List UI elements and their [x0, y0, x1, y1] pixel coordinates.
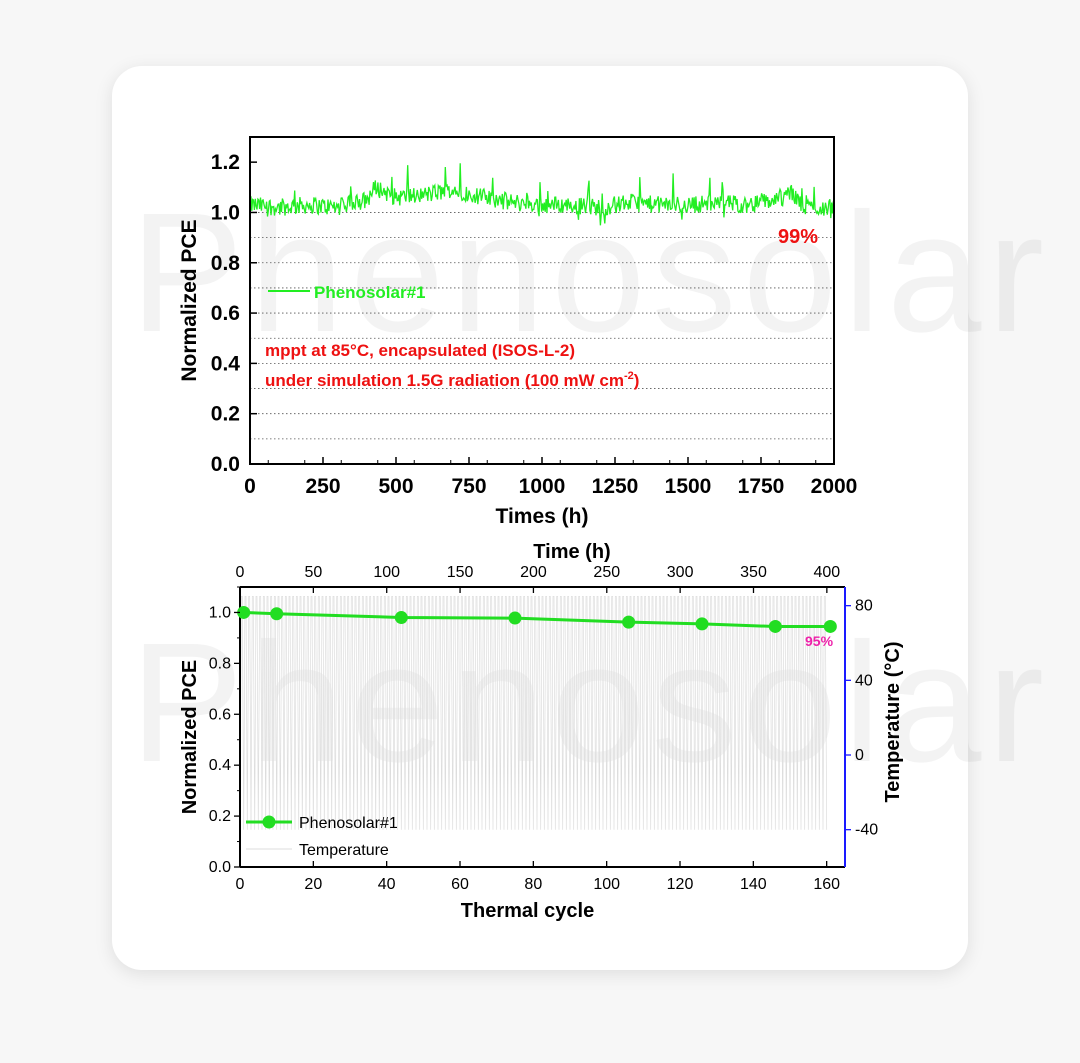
- top-x-tick-label: 400: [813, 564, 840, 581]
- y-axis-label: Normalized PCE: [179, 660, 201, 814]
- final-value-label: 95%: [805, 633, 834, 649]
- right-y-tick-label: 40: [855, 672, 873, 689]
- x-tick-label: 1500: [665, 475, 712, 498]
- y-tick-label: 0.8: [211, 252, 241, 275]
- x-tick-label: 120: [667, 876, 694, 893]
- x-tick-label: 500: [378, 475, 413, 498]
- legend-label-temperature: Temperature: [299, 842, 389, 859]
- x-tick-label: 40: [378, 876, 396, 893]
- top-x-tick-label: 0: [236, 564, 245, 581]
- y-tick-label: 0.4: [209, 757, 231, 774]
- pce-vs-time-chart: 0 250 500 750 1000 1250 1500 1750 2000 0.0 0.2 0.4 0…: [178, 136, 858, 528]
- legend-label-phenosolar1: Phenosolar#1: [299, 815, 398, 832]
- data-point-phenosolar1: [622, 615, 636, 629]
- y-tick-label: 0.4: [211, 352, 241, 375]
- x-tick-label: 1250: [592, 475, 639, 498]
- x-tick-label: 250: [305, 475, 340, 498]
- x-tick-label: 100: [593, 876, 620, 893]
- series-line-temperature: [239, 595, 828, 830]
- y-tick-label: 0.2: [211, 403, 240, 426]
- top-x-tick-label: 200: [520, 564, 547, 581]
- right-y-tick-label: 0: [855, 747, 864, 764]
- y-tick-label: 0.8: [209, 655, 231, 672]
- y-tick-label: 1.2: [211, 151, 240, 174]
- top-x-tick-label: 300: [667, 564, 694, 581]
- top-x-tick-label: 150: [447, 564, 474, 581]
- y-axis-label: Normalized PCE: [178, 219, 201, 381]
- x-tick-label: 80: [524, 876, 542, 893]
- y-tick-label: 1.0: [209, 604, 231, 621]
- legend-label-phenosolar1: Phenosolar#1: [314, 283, 426, 302]
- x-axis-label: Thermal cycle: [461, 900, 594, 922]
- y-tick-label: 0.6: [211, 302, 240, 325]
- data-point-phenosolar1: [508, 611, 522, 625]
- condition-line-1: mppt at 85°C, encapsulated (ISOS-L-2): [265, 341, 575, 360]
- x-tick-label: 20: [304, 876, 322, 893]
- legend-marker-phenosolar1: [262, 815, 276, 829]
- x-tick-label: 140: [740, 876, 767, 893]
- y-tick-label: 0.0: [209, 859, 231, 876]
- x-tick-label: 750: [451, 475, 486, 498]
- x-axis-label: Times (h): [496, 505, 589, 528]
- x-tick-label: 1000: [519, 475, 566, 498]
- x-tick-label: 0: [244, 475, 256, 498]
- right-y-axis-label: Temperature (°C): [882, 642, 904, 803]
- data-point-phenosolar1: [270, 607, 284, 621]
- x-tick-label: 160: [813, 876, 840, 893]
- final-value-label: 99%: [778, 226, 818, 248]
- x-tick-label: 0: [236, 876, 245, 893]
- top-x-tick-label: 100: [373, 564, 400, 581]
- data-point-phenosolar1: [768, 619, 782, 633]
- top-x-tick-label: 50: [304, 564, 322, 581]
- top-x-tick-label: 250: [593, 564, 620, 581]
- y-tick-label: 0.6: [209, 706, 231, 723]
- data-point-phenosolar1: [394, 611, 408, 625]
- series-line-phenosolar1: [249, 163, 835, 226]
- y-tick-label: 0.0: [211, 453, 240, 476]
- data-point-phenosolar1: [695, 617, 709, 631]
- thermal-cycle-chart: 0 20 40 60 80 100 120 140 160 0 50 100 150 200 250 300 3…: [179, 541, 904, 922]
- data-point-phenosolar1: [823, 619, 837, 633]
- right-y-tick-label: -40: [855, 822, 878, 839]
- series-line-phenosolar1: [243, 611, 831, 628]
- x-tick-label: 1750: [738, 475, 785, 498]
- x-tick-label: 60: [451, 876, 469, 893]
- y-tick-label: 0.2: [209, 808, 231, 825]
- top-x-tick-label: 350: [740, 564, 767, 581]
- x-tick-label: 2000: [811, 475, 858, 498]
- y-tick-label: 1.0: [211, 201, 240, 224]
- data-point-phenosolar1: [237, 605, 251, 619]
- condition-line-2: under simulation 1.5G radiation (100 mW …: [265, 370, 639, 390]
- top-x-axis-label: Time (h): [533, 541, 610, 563]
- right-y-tick-label: 80: [855, 598, 873, 615]
